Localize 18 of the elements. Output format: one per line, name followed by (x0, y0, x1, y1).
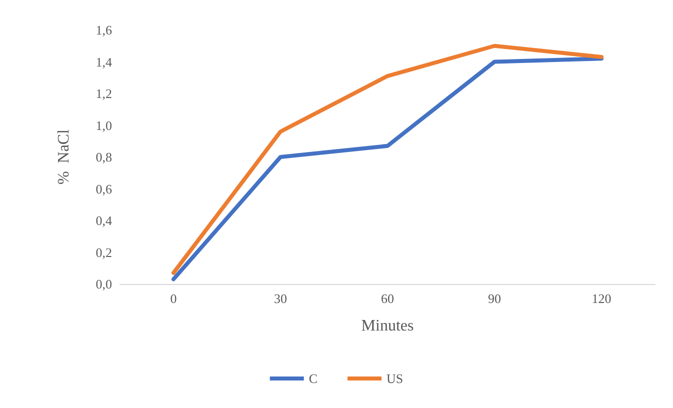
legend-label: C (308, 371, 318, 386)
y-tick-label: 0,6 (96, 181, 112, 196)
x-tick-label: 90 (488, 291, 501, 306)
y-tick-label: 1,4 (96, 54, 112, 70)
x-tick-label: 60 (381, 291, 394, 306)
legend-label: US (386, 371, 404, 386)
y-tick-label: 1,6 (96, 22, 112, 38)
y-tick-label: 1,2 (96, 86, 112, 101)
x-tick-label: 30 (274, 291, 287, 306)
y-tick-label: 0,8 (96, 150, 112, 164)
x-tick-label: 0 (170, 291, 177, 306)
y-axis-title: % NaCl (56, 128, 72, 185)
y-tick-label: 0,4 (96, 213, 112, 228)
x-tick-label: 120 (592, 291, 612, 306)
x-axis-title: Minutes (361, 318, 414, 334)
y-tick-label: 0,0 (96, 276, 112, 292)
y-tick-label: 0,2 (96, 244, 112, 260)
y-tick-label: 1,0 (96, 118, 112, 133)
